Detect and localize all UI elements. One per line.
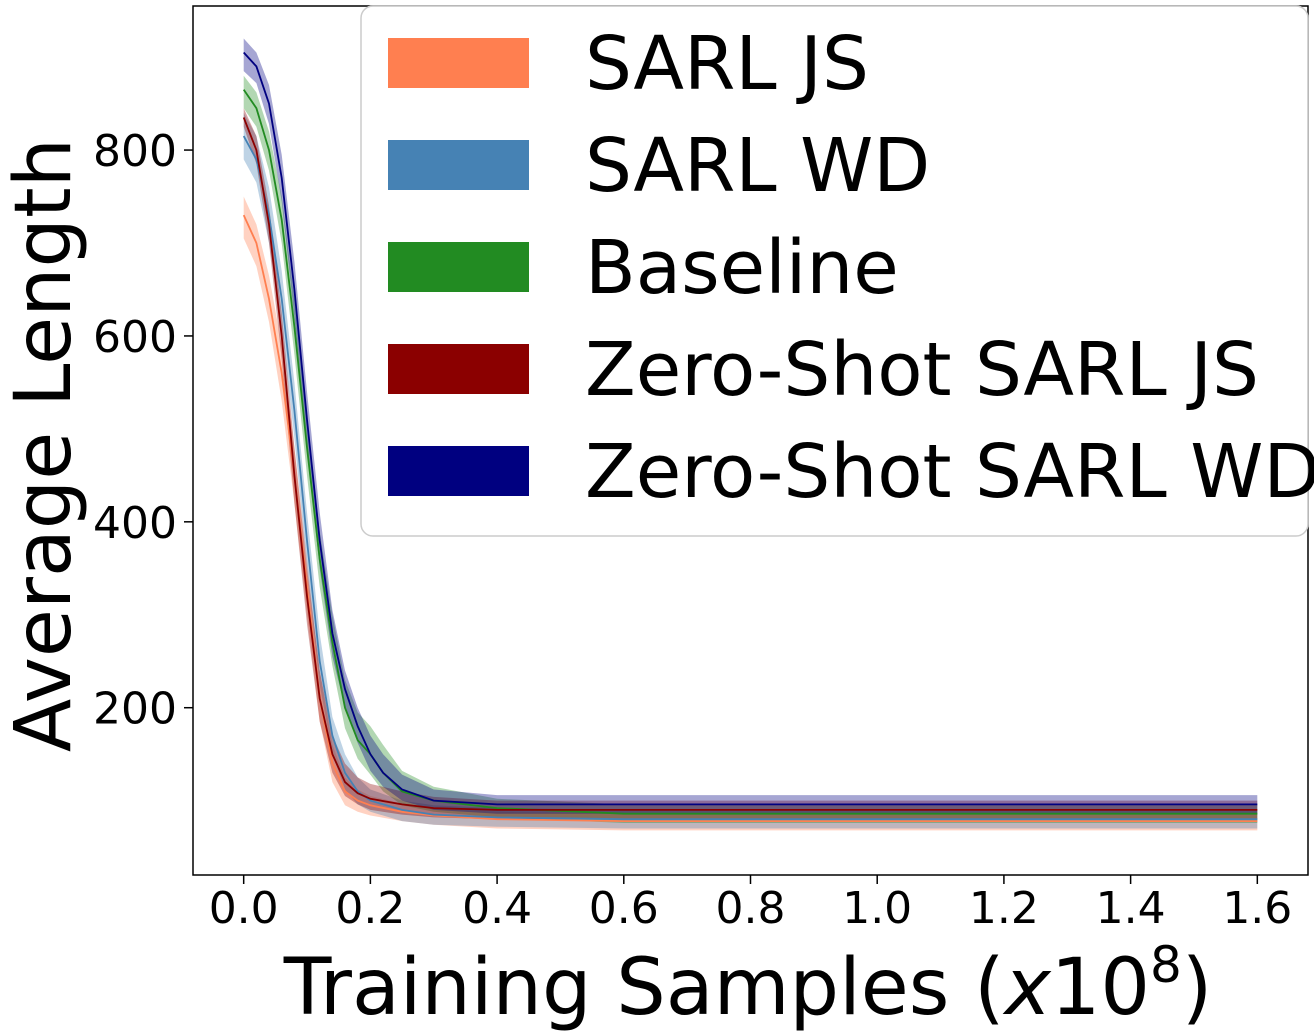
x-tick-label: 1.6 [1222,883,1292,934]
legend-label: Baseline [585,225,899,311]
legend: SARL JS SARL WD Baseline Zero-Shot SARL JS Z… [360,5,1314,537]
x-axis-label-italic: x [1002,943,1052,1033]
y-tick-label: 200 [93,684,177,735]
legend-label: SARL JS [585,21,869,107]
y-tick-label: 600 [93,312,177,363]
x-tick-label: 0.2 [335,883,405,934]
x-tick-label: 1.0 [842,883,912,934]
y-tick-label: 400 [93,498,177,549]
legend-swatch [388,344,529,394]
series-line-4 [243,51,1258,806]
x-axis-label-superscript: 8 [1150,936,1182,994]
plot-area [242,38,1258,831]
legend-swatch [388,38,529,88]
series-line-3 [242,117,1258,811]
x-tick-label: 1.2 [969,883,1039,934]
x-tick-label: 0.6 [589,883,659,934]
x-axis-label: Training Samples (x108) [283,936,1213,1033]
y-axis: 200 400 600 800 [93,126,193,735]
x-tick-label: 0.0 [209,883,279,934]
legend-swatch [388,242,529,292]
legend-label: Zero-Shot SARL JS [585,327,1259,413]
series-line-1 [242,135,1258,821]
legend-label: SARL WD [585,123,930,209]
legend-swatch [388,446,529,496]
x-axis: 0.0 0.2 0.4 0.6 0.8 1.0 1.2 1.4 1.6 [209,875,1292,934]
y-axis-label: Average Length [0,138,89,752]
x-tick-label: 0.4 [462,883,532,934]
y-tick-label: 800 [93,126,177,177]
series-band-1 [243,112,1258,829]
legend-box [360,5,1309,537]
x-tick-label: 0.8 [716,883,786,934]
series-line-0 [242,214,1258,822]
legend-swatch [388,140,529,190]
x-tick-label: 1.4 [1096,883,1166,934]
x-axis-label-number: 10 [1051,943,1150,1033]
x-axis-label-close: ) [1182,943,1212,1033]
legend-label: Zero-Shot SARL WD [585,429,1314,515]
x-axis-label-main: Training Samples ( [283,943,1005,1033]
